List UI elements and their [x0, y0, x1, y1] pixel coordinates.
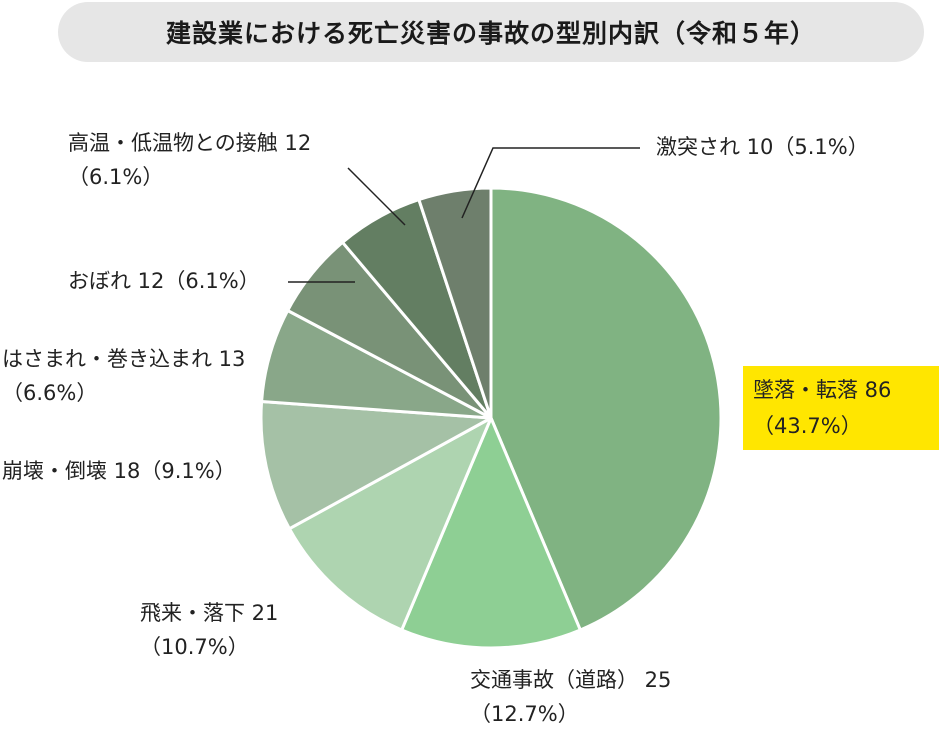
label-struck: 激突され 10（5.1%） [656, 130, 869, 164]
label-caught-line1: はさまれ・巻き込まれ 13 [2, 347, 246, 371]
label-drown: おぼれ 12（6.1%） [68, 264, 260, 298]
label-collapse: 崩壊・倒壊 18（9.1%） [2, 454, 236, 488]
label-collapse-line1: 崩壊・倒壊 18（9.1%） [2, 459, 236, 483]
label-caught: はさまれ・巻き込まれ 13 （6.6%） [2, 342, 245, 410]
label-traffic-line2: （12.7%） [470, 702, 579, 726]
chart-title-banner: 建設業における死亡災害の事故の型別内訳（令和５年） [58, 2, 924, 62]
label-temp: 高温・低温物との接触 12 （6.1%） [68, 126, 311, 194]
label-traffic-line1: 交通事故（道路） 25 [470, 668, 672, 692]
pie-slice-fall [489, 186, 723, 632]
label-fall: 墜落・転落 86 （43.7%） [743, 366, 939, 450]
label-struck-line1: 激突され 10（5.1%） [656, 135, 869, 159]
pie-slice-collapse [259, 400, 493, 531]
label-temp-line1: 高温・低温物との接触 12 [68, 131, 312, 155]
label-fall-line2: （43.7%） [753, 414, 862, 438]
leader-line-temp [347, 167, 406, 226]
label-traffic: 交通事故（道路） 25 （12.7%） [470, 663, 671, 731]
label-fall-line1: 墜落・転落 86 [753, 378, 892, 402]
label-drown-line1: おぼれ 12（6.1%） [68, 269, 260, 293]
pie-slice-struck [417, 186, 493, 420]
label-caught-line2: （6.6%） [2, 381, 98, 405]
chart-title: 建設業における死亡災害の事故の型別内訳（令和５年） [165, 19, 816, 48]
leader-line-struck [461, 147, 640, 219]
label-flying-line1: 飛来・落下 21 [140, 601, 279, 625]
pie-slice-flying [287, 416, 493, 632]
label-temp-line2: （6.1%） [68, 165, 164, 189]
pie-slice-traffic [400, 416, 582, 650]
label-flying-line2: （10.7%） [140, 635, 249, 659]
label-flying: 飛来・落下 21 （10.7%） [140, 596, 278, 664]
